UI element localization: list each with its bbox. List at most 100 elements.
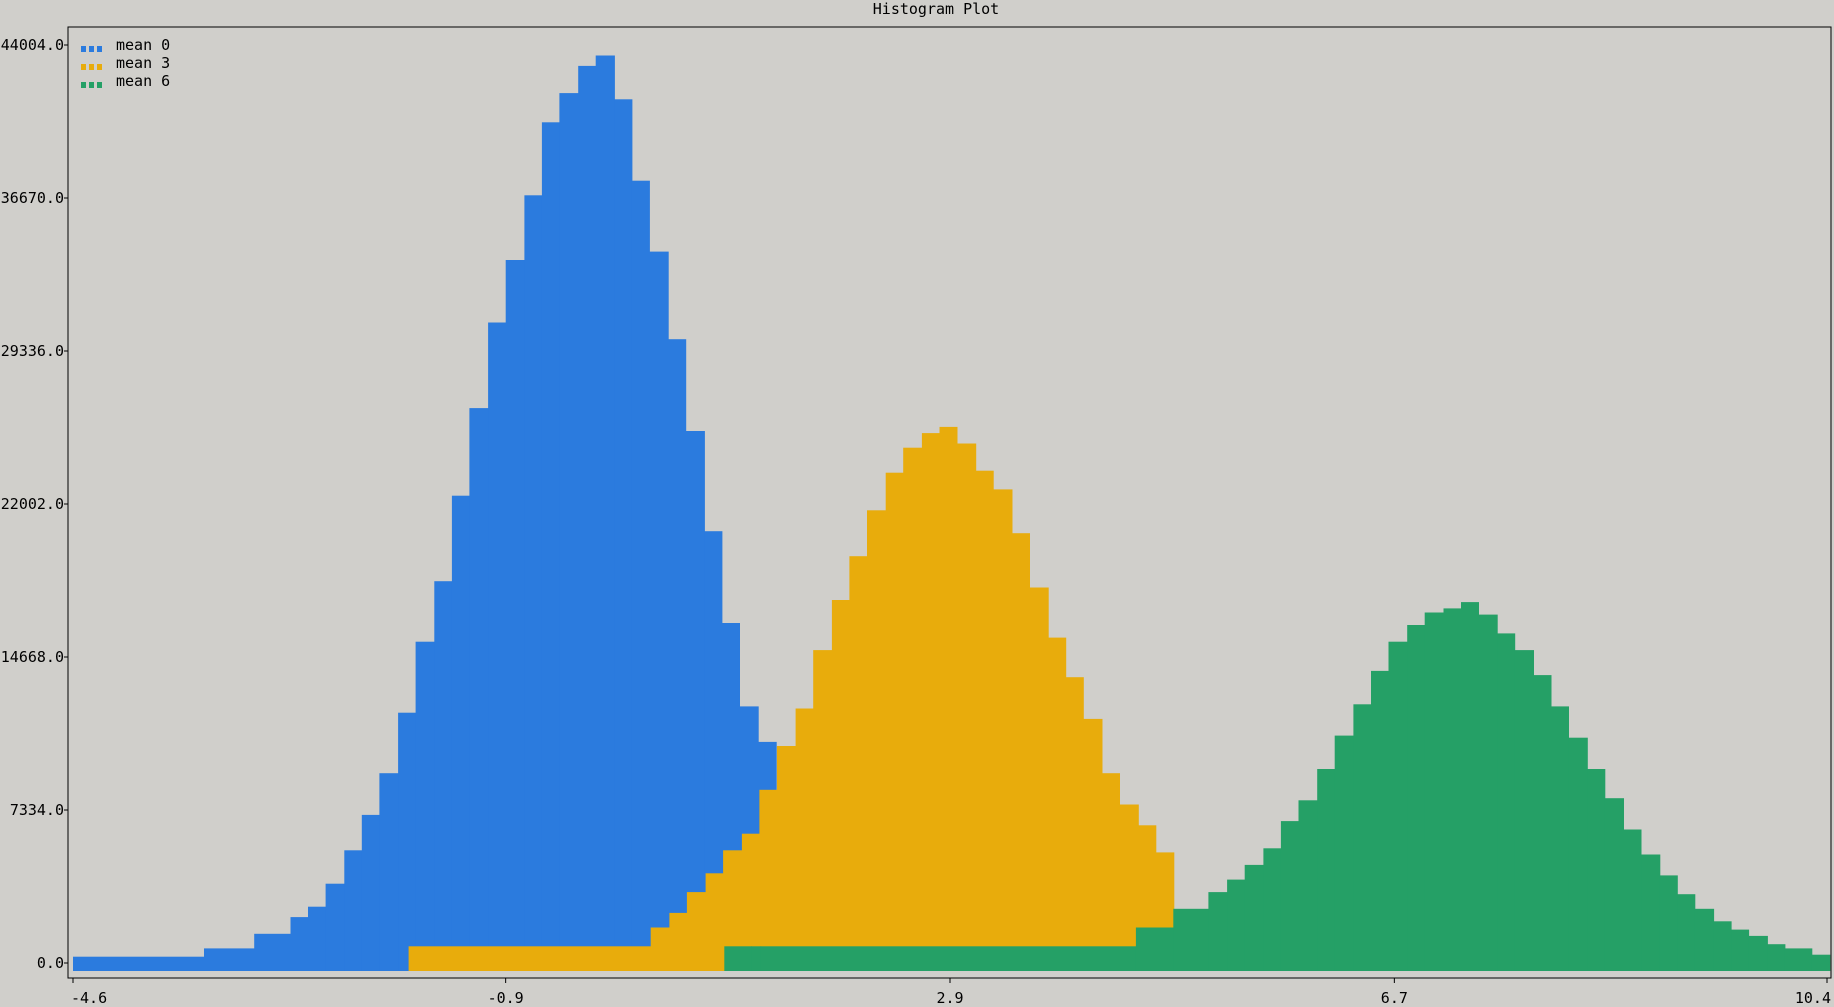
bar [1713, 921, 1732, 971]
bar [885, 472, 904, 971]
bar [759, 789, 778, 971]
bar [705, 873, 724, 971]
bar [415, 641, 435, 971]
legend-swatch [81, 82, 86, 88]
x-tick-label: -4.6 [71, 989, 107, 1007]
bar [921, 433, 940, 972]
bar [1208, 892, 1228, 971]
bar [849, 556, 868, 971]
bar [1388, 641, 1408, 971]
bar [1244, 864, 1264, 971]
bar [204, 948, 255, 971]
bar [578, 65, 597, 971]
bar [434, 581, 453, 971]
bar [505, 260, 525, 971]
bar [1353, 704, 1372, 971]
bar [993, 489, 1013, 971]
bar [488, 322, 507, 971]
bar [1371, 670, 1389, 971]
bar [1173, 908, 1209, 971]
bar [867, 510, 887, 971]
legend-label: mean 0 [116, 36, 170, 54]
bar [1317, 769, 1336, 971]
bar [975, 470, 994, 971]
bar [831, 600, 850, 971]
x-axis: -4.6 -0.9 2.9 6.7 10.4 [71, 978, 1831, 1007]
legend-label: mean 3 [116, 54, 170, 72]
x-tick-label: 2.9 [936, 989, 963, 1007]
x-tick-label: -0.9 [488, 989, 524, 1007]
bar [361, 814, 380, 971]
bar [795, 708, 814, 971]
chart-title: Histogram Plot [873, 0, 999, 18]
series-mean-6 [724, 602, 1831, 971]
bar [344, 850, 363, 971]
bar [686, 892, 707, 971]
bar [1568, 737, 1588, 971]
bar [1767, 944, 1786, 971]
bar [957, 443, 977, 971]
legend-swatch [97, 64, 102, 70]
bar [939, 426, 958, 971]
bar [379, 773, 399, 971]
legend-label: mean 6 [116, 72, 170, 90]
bar [614, 99, 633, 972]
bar [760, 946, 1137, 971]
y-tick-label: 29336.0 [1, 342, 64, 360]
series-mean-0 [73, 55, 777, 972]
bar [650, 927, 670, 971]
bars-layer [73, 55, 1831, 972]
bar [1623, 829, 1642, 971]
bar [308, 906, 326, 971]
bar [1280, 821, 1299, 971]
bar [903, 447, 923, 971]
bar [724, 946, 752, 971]
x-tick-label: 6.7 [1381, 989, 1408, 1007]
bar [685, 431, 705, 971]
x-tick-label: 10.4 [1795, 989, 1831, 1007]
bar [1533, 675, 1552, 971]
bar [1461, 602, 1479, 971]
legend-swatch [89, 64, 94, 70]
bar [723, 850, 743, 971]
bar [73, 956, 205, 971]
bar [1029, 587, 1049, 971]
y-axis: 0.0 7334.0 14668.0 22002.0 29336.0 36670.0 440… [1, 36, 68, 972]
bar [469, 408, 489, 972]
bar [398, 712, 417, 971]
legend-swatch [97, 46, 102, 52]
bar [1012, 533, 1030, 971]
bar [631, 180, 650, 971]
bar [704, 531, 723, 971]
bar [1048, 637, 1067, 971]
bar [1478, 614, 1498, 971]
bar [1497, 633, 1516, 971]
bar [1604, 798, 1624, 971]
bar [1263, 848, 1282, 971]
bar [559, 93, 579, 972]
bar [254, 933, 291, 971]
bar [1065, 677, 1084, 971]
bar [1659, 875, 1678, 971]
bar [524, 195, 543, 972]
bar [1334, 735, 1354, 971]
legend-swatch [89, 46, 94, 52]
bar [813, 650, 833, 971]
y-tick-label: 0.0 [37, 954, 64, 972]
bar [741, 833, 760, 971]
y-tick-label: 44004.0 [1, 36, 64, 54]
y-tick-label: 36670.0 [1, 189, 64, 207]
bar [751, 946, 762, 971]
bar [1811, 954, 1831, 971]
bar [649, 251, 669, 972]
bar [776, 746, 797, 971]
legend-swatch [81, 64, 86, 70]
bar [1731, 929, 1750, 971]
legend-item: mean 3 [81, 54, 170, 72]
legend-swatch [97, 82, 102, 88]
bar [1677, 894, 1696, 971]
y-tick-label: 7334.0 [10, 801, 64, 819]
bar [325, 883, 345, 971]
